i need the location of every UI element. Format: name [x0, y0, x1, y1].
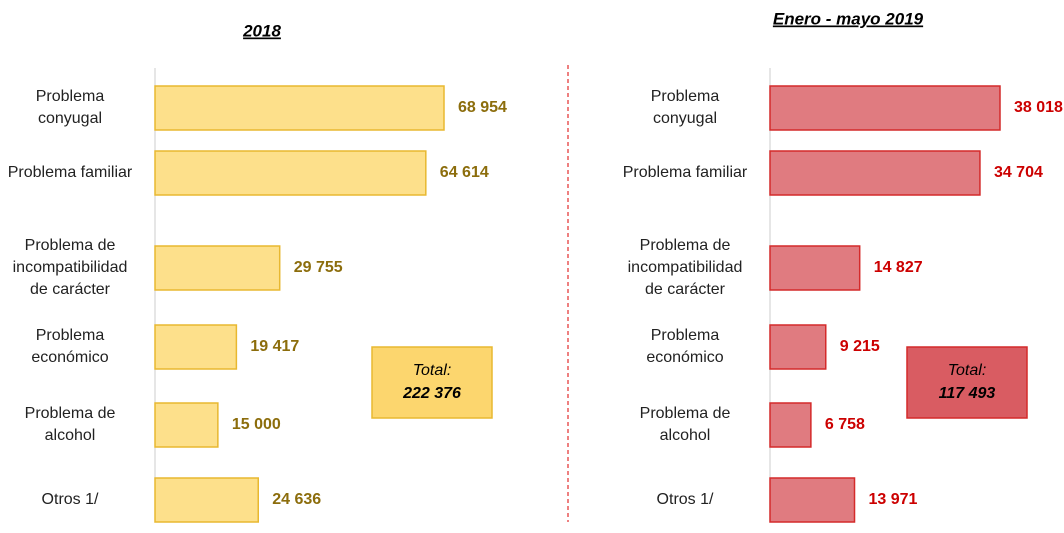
category-label: Problema familiar [620, 162, 750, 184]
bar [770, 325, 826, 369]
category-label: Problema de alcohol [620, 403, 750, 447]
value-label: 24 636 [272, 491, 321, 508]
total-title: Total: [948, 362, 987, 379]
page: 2018 68 954 64 614 29 755 19 417 15 000 24 636… [0, 0, 1064, 533]
value-label: 29 755 [294, 259, 343, 276]
bar [770, 86, 1000, 130]
bar [770, 246, 860, 290]
category-label: Otros 1/ [620, 489, 750, 511]
total-title: Total: [413, 362, 452, 379]
chart: 2018 68 954 64 614 29 755 19 417 15 000 24 636… [0, 0, 1064, 533]
bar [155, 151, 426, 195]
value-label: 64 614 [440, 164, 489, 181]
total-box [372, 347, 492, 418]
category-label: Otros 1/ [5, 489, 135, 511]
value-label: 68 954 [458, 99, 507, 116]
category-label: Problema conyugal [5, 86, 135, 130]
value-label: 19 417 [250, 338, 299, 355]
bar [155, 325, 236, 369]
category-label: Problema de incompatibilidad de carácter [620, 235, 750, 301]
category-label: Problema de incompatibilidad de carácter [5, 235, 135, 301]
bar [155, 86, 444, 130]
bar [770, 403, 811, 447]
total-value: 222 376 [402, 385, 461, 402]
value-label: 38 018 [1014, 99, 1063, 116]
bar [770, 151, 980, 195]
total-box [907, 347, 1027, 418]
category-label: Problema económico [5, 325, 135, 369]
value-label: 13 971 [869, 491, 918, 508]
bar [155, 246, 280, 290]
bar [155, 403, 218, 447]
category-label: Problema conyugal [620, 86, 750, 130]
chart-title: Enero - mayo 2019 [773, 9, 924, 28]
value-label: 15 000 [232, 416, 281, 433]
category-label: Problema de alcohol [5, 403, 135, 447]
value-label: 6 758 [825, 416, 865, 433]
value-label: 14 827 [874, 259, 923, 276]
chart-title: 2018 [242, 21, 281, 40]
bar [155, 478, 258, 522]
total-value: 117 493 [939, 385, 996, 402]
bar [770, 478, 855, 522]
category-label: Problema familiar [5, 162, 135, 184]
value-label: 9 215 [840, 338, 880, 355]
category-label: Problema económico [620, 325, 750, 369]
value-label: 34 704 [994, 164, 1043, 181]
